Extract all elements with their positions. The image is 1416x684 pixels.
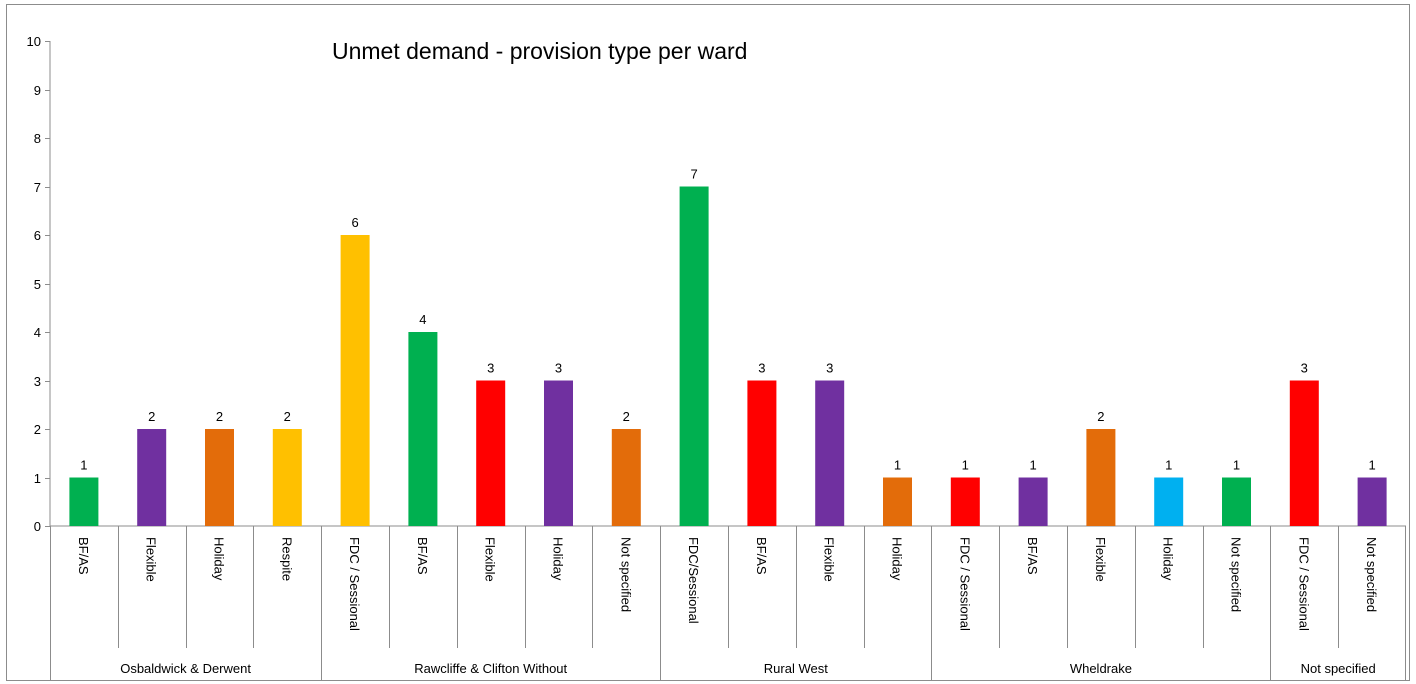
bar xyxy=(476,380,506,526)
bar-value-label: 1 xyxy=(1029,458,1036,473)
bar xyxy=(272,429,302,526)
x-category-label: FDC / Sessional xyxy=(347,537,362,631)
y-tick-label: 8 xyxy=(34,131,41,146)
bar-value-label: 4 xyxy=(419,312,426,327)
bars: 1 2 2 2 6 4 3 3 2 7 3 3 1 1 1 2 1 1 3 1 xyxy=(69,167,1387,526)
bar xyxy=(544,380,573,526)
x-category-label: BF/AS xyxy=(1025,537,1040,575)
bar-value-label: 2 xyxy=(623,409,630,424)
bar-value-label: 6 xyxy=(351,215,358,230)
x-group-label: Rawcliffe & Clifton Without xyxy=(414,661,567,676)
bar xyxy=(815,380,845,526)
y-tick-label: 7 xyxy=(34,180,41,195)
bar xyxy=(1154,477,1184,526)
x-category-label: Holiday xyxy=(551,537,566,581)
y-tick-label: 10 xyxy=(27,34,41,49)
bar-value-label: 2 xyxy=(216,409,223,424)
x-category-label: Not specified xyxy=(618,537,633,612)
x-group-label: Not specified xyxy=(1301,661,1376,676)
category-labels: BF/AS Flexible Holiday Respite Osbaldwick & … xyxy=(50,526,1406,680)
bar xyxy=(1289,380,1319,526)
bar-value-label: 1 xyxy=(1233,458,1240,473)
y-tick-label: 9 xyxy=(34,83,41,98)
x-category-label: Flexible xyxy=(1093,537,1108,582)
bar xyxy=(747,380,777,526)
bar-value-label: 2 xyxy=(284,409,291,424)
bar xyxy=(1222,477,1251,526)
x-group-label: Wheldrake xyxy=(1070,661,1132,676)
x-category-label: FDC / Sessional xyxy=(1296,537,1311,631)
bar xyxy=(1018,477,1048,526)
bar xyxy=(1086,429,1116,526)
x-category-label: Respite xyxy=(279,537,294,581)
x-category-label: Holiday xyxy=(212,537,227,581)
bar-value-label: 3 xyxy=(555,361,562,376)
bar xyxy=(883,477,912,526)
x-category-label: Flexible xyxy=(822,537,837,582)
x-category-label: FDC/Sessional xyxy=(686,537,701,624)
bar-value-label: 2 xyxy=(1097,409,1104,424)
x-category-label: Not specified xyxy=(1229,537,1244,612)
x-category-label: BF/AS xyxy=(76,537,91,575)
bar-value-label: 1 xyxy=(962,458,969,473)
bar-value-label: 3 xyxy=(758,361,765,376)
bar xyxy=(69,477,99,526)
bar-value-label: 1 xyxy=(1368,458,1375,473)
chart-title: Unmet demand - provision type per ward xyxy=(332,38,747,64)
bar xyxy=(611,429,641,526)
bar-value-label: 1 xyxy=(80,458,87,473)
bar xyxy=(137,429,167,526)
bar xyxy=(950,477,980,526)
x-group-label: Rural West xyxy=(764,661,828,676)
x-category-label: Flexible xyxy=(483,537,498,582)
y-tick-label: 2 xyxy=(34,422,41,437)
bar-value-label: 3 xyxy=(487,361,494,376)
bar-value-label: 2 xyxy=(148,409,155,424)
x-category-label: Flexible xyxy=(144,537,159,582)
bar xyxy=(340,235,370,526)
x-category-label: Holiday xyxy=(1161,537,1176,581)
x-category-label: BF/AS xyxy=(754,537,769,575)
bar xyxy=(408,332,438,526)
y-tick-label: 3 xyxy=(34,374,41,389)
y-tick-label: 1 xyxy=(34,471,41,486)
x-category-label: BF/AS xyxy=(415,537,430,575)
bar-value-label: 1 xyxy=(894,458,901,473)
bar xyxy=(205,429,234,526)
bar-value-label: 7 xyxy=(690,167,697,182)
y-tick-label: 0 xyxy=(34,519,41,534)
y-tick-label: 4 xyxy=(34,325,41,340)
x-category-label: Holiday xyxy=(890,537,905,581)
bar xyxy=(1357,477,1387,526)
x-category-label: FDC / Sessional xyxy=(957,537,972,631)
x-category-label: Not specified xyxy=(1364,537,1379,612)
y-tick-label: 5 xyxy=(34,277,41,292)
bar-value-label: 3 xyxy=(826,361,833,376)
y-tick-label: 6 xyxy=(34,228,41,243)
x-group-label: Osbaldwick & Derwent xyxy=(120,661,251,676)
bar-value-label: 1 xyxy=(1165,458,1172,473)
bar xyxy=(679,186,709,526)
bar-value-label: 3 xyxy=(1301,361,1308,376)
